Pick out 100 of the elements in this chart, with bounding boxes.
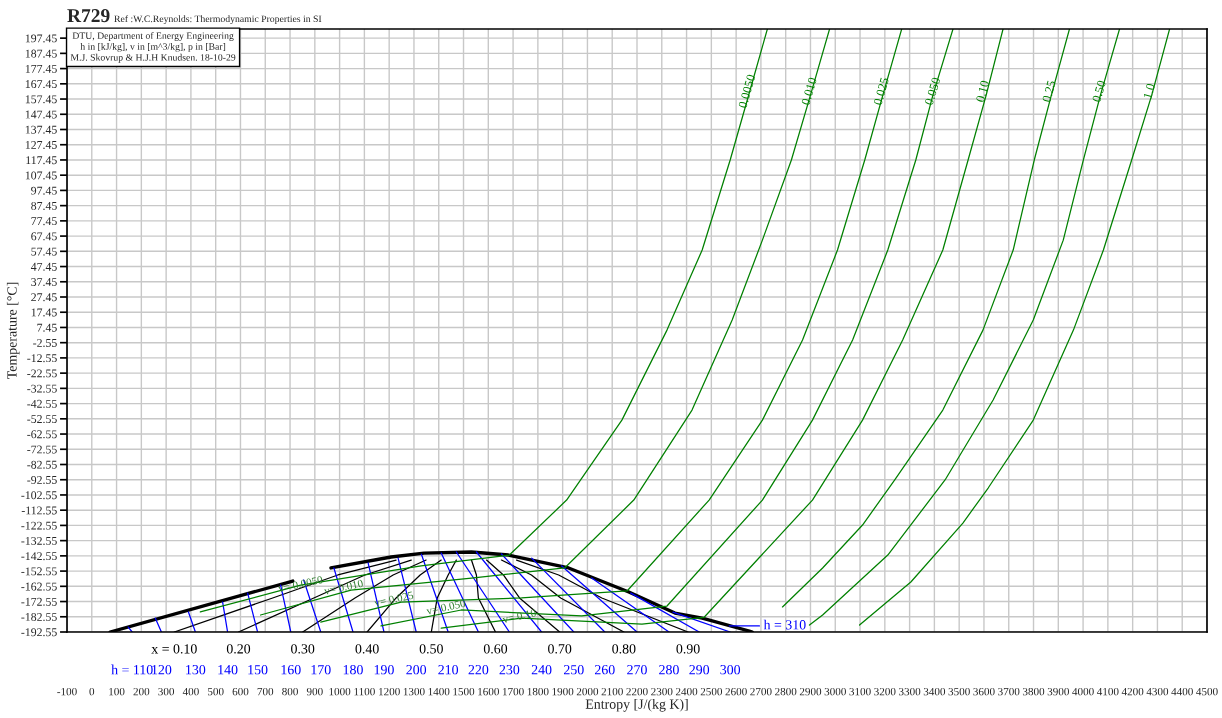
y-tick-label: 87.45	[31, 201, 57, 210]
x-tick-label: 3700	[998, 687, 1020, 696]
y-tick-label: -72.55	[27, 445, 57, 454]
y-tick-label: -132.55	[21, 536, 57, 545]
text: 130	[186, 664, 206, 675]
y-tick-label: -182.55	[21, 613, 57, 622]
text: 230	[499, 664, 520, 675]
x-tick-label: 100	[109, 687, 125, 696]
x-tick-label: 1200	[379, 687, 400, 696]
y-tick-label: -92.55	[27, 476, 57, 484]
x-tick-label: 4100	[1096, 687, 1119, 696]
y-tick-label: 57.45	[31, 247, 57, 256]
x-tick-label: 1400	[428, 687, 450, 696]
y-tick-label: -62.55	[27, 430, 57, 439]
annotation: v= 0.025	[373, 591, 414, 607]
series-label: 0.70	[548, 644, 572, 654]
annotation: v= 0.0050	[277, 575, 323, 593]
annotation: DTU, Department of Energy Engineering h in [kJ/kg], v in [m^3/kg], p in [Bar] M.J. Skovrup & H.J.H Knudsen. 18-10-29	[70, 32, 236, 63]
x-tick-label: 4500	[1196, 687, 1218, 696]
y-tick-label: 67.45	[31, 232, 57, 241]
y-tick-label: 117.45	[26, 156, 57, 165]
x-tick-label: 1600	[478, 687, 499, 696]
annotation: v= 0.10	[501, 608, 537, 624]
x-axis-title: Entropy [J/(kg K)]	[585, 699, 688, 712]
text: h = 110	[111, 664, 153, 675]
text: 280	[659, 664, 679, 675]
x-tick-label: 1800	[527, 687, 549, 696]
y-tick-label: 17.45	[31, 308, 57, 317]
text: 160	[281, 664, 301, 675]
y-tick-label: -2.55	[33, 338, 57, 347]
x-tick-label: 2100	[601, 687, 623, 696]
y-tick-label: 77.45	[31, 217, 57, 226]
x-tick-label: 4400	[1171, 687, 1193, 696]
series-label: 0.80	[612, 644, 636, 654]
chart-title: R729	[67, 9, 110, 23]
text: 0.0050	[738, 74, 756, 109]
y-tick-label: -122.55	[21, 521, 57, 530]
series-label: 0.20	[226, 644, 251, 654]
text: 200	[406, 664, 427, 675]
text: 0.010	[801, 77, 817, 106]
text: 0.50	[1092, 80, 1107, 103]
series-label: 0.50	[419, 644, 443, 654]
y-tick-label: 157.45	[25, 95, 57, 104]
y-tick-label: -22.55	[27, 369, 57, 378]
x-tick-label: 3300	[899, 687, 921, 696]
chart-subtitle: Ref :W.C.Reynolds: Thermodynamic Properties in SI	[114, 15, 322, 25]
text: 190	[374, 664, 394, 675]
x-tick-label: 2200	[626, 687, 648, 696]
y-tick-label: -12.55	[27, 354, 57, 363]
x-tick-label: 900	[306, 687, 323, 696]
x-tick-label: 4300	[1146, 687, 1169, 696]
y-tick-label: 137.45	[25, 125, 57, 134]
x-tick-label: 2400	[675, 687, 698, 696]
x-tick-label: 200	[133, 687, 150, 696]
series-label: 0.90	[676, 644, 700, 654]
y-tick-label: -112.55	[21, 506, 57, 515]
x-tick-label: 4200	[1121, 687, 1144, 696]
y-tick-label: -142.55	[21, 552, 57, 561]
y-axis-title: Temperature [°C]	[6, 282, 20, 379]
x-tick-label: 3800	[1022, 687, 1045, 696]
y-tick-label: -52.55	[27, 415, 57, 424]
text: 180	[343, 664, 363, 675]
text: 0.025	[873, 77, 890, 106]
y-tick-label: -102.55	[21, 491, 57, 500]
y-tick-label: -172.55	[21, 597, 57, 606]
x-tick-label: 3100	[849, 687, 871, 696]
text: 120	[152, 664, 172, 675]
y-tick-label: 27.45	[31, 293, 57, 302]
x-tick-label: 3000	[824, 687, 846, 696]
x-tick-label: 800	[282, 687, 298, 696]
x-tick-label: 2300	[651, 687, 673, 696]
x-tick-label: 3900	[1047, 687, 1069, 696]
y-tick-label: 167.45	[25, 80, 57, 89]
x-tick-label: 2000	[576, 687, 599, 696]
x-tick-label: 2900	[799, 687, 822, 696]
series-label: x = 0.10	[151, 644, 197, 654]
x-tick-label: 3400	[923, 687, 946, 696]
x-tick-label: 2700	[750, 687, 772, 696]
text: 210	[438, 664, 459, 675]
y-tick-label: 37.45	[31, 278, 57, 287]
x-tick-label: 4000	[1072, 687, 1094, 696]
text: 260	[594, 664, 615, 675]
x-tick-label: 1900	[552, 687, 574, 696]
x-tick-label: 3200	[874, 687, 896, 696]
y-tick-label: 197.45	[25, 34, 57, 43]
series-label: 0.40	[355, 644, 379, 654]
y-tick-label: 127.45	[25, 141, 57, 149]
y-tick-label: 97.45	[31, 186, 57, 195]
x-tick-label: 700	[257, 687, 274, 696]
line-series	[858, 29, 1171, 626]
x-tick-label: 2800	[775, 687, 797, 696]
y-tick-label: -42.55	[27, 399, 57, 408]
x-tick-label: 600	[232, 687, 249, 696]
series-label: 0.60	[483, 644, 508, 654]
y-tick-label: -192.55	[21, 628, 57, 637]
x-tick-label: 3500	[948, 687, 970, 696]
x-tick-label: 1100	[354, 687, 375, 696]
y-tick-label: -162.55	[21, 582, 57, 591]
y-tick-label: 47.45	[30, 262, 57, 271]
text: 300	[720, 664, 741, 675]
